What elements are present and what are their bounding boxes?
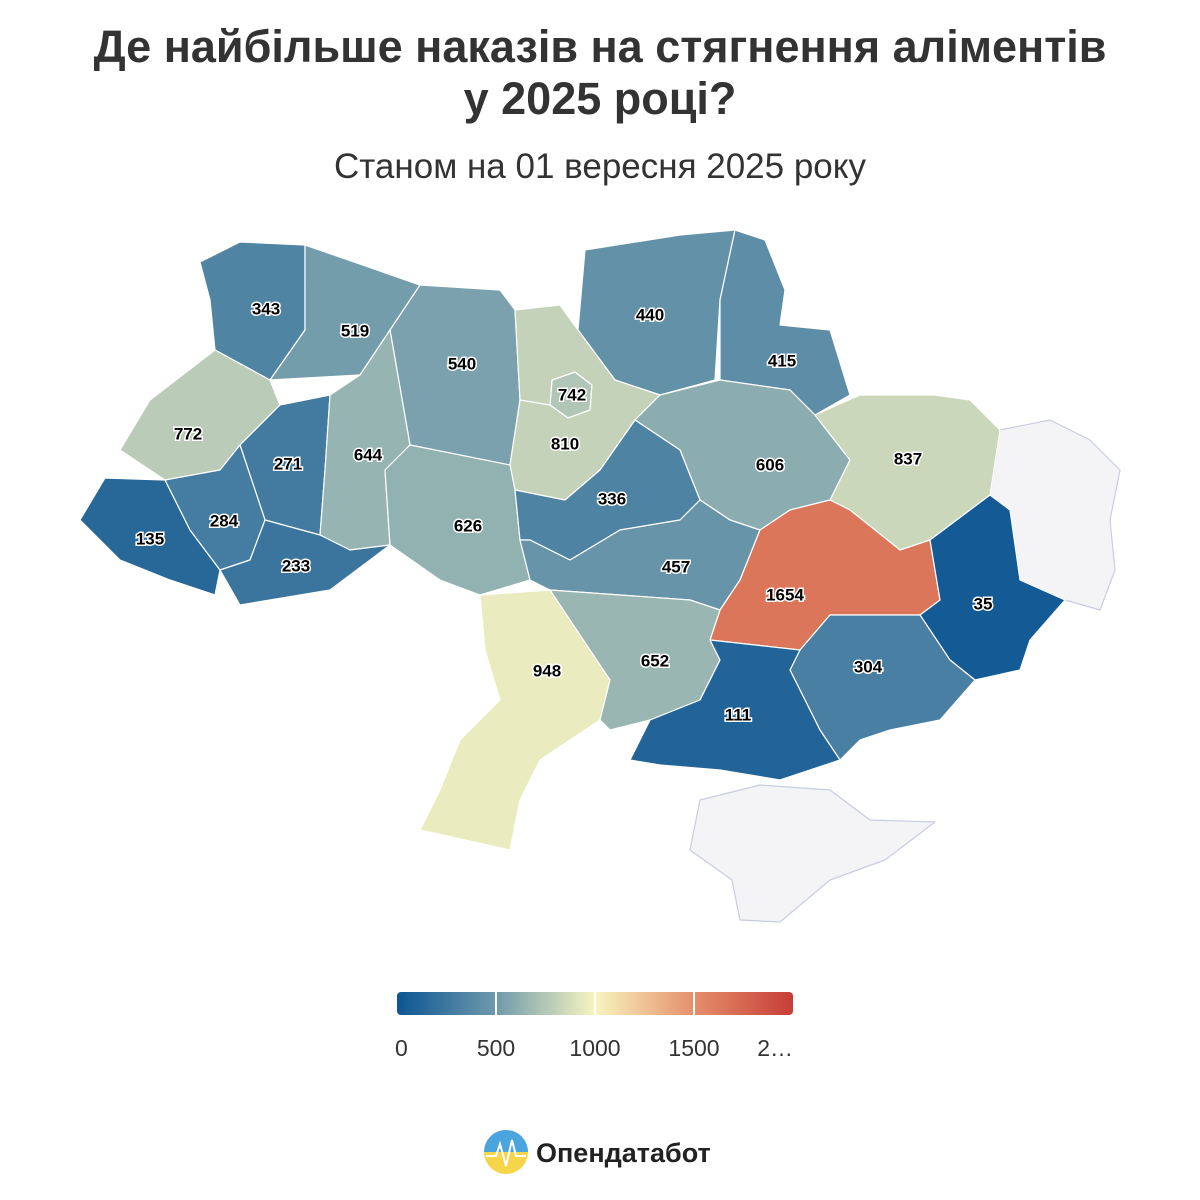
brand: Опендатабот — [536, 1138, 711, 1168]
region — [389, 284, 521, 466]
region — [629, 639, 841, 781]
value-label: 1654 — [766, 585, 804, 604]
region — [509, 304, 661, 501]
tick-label: 1000 — [569, 1035, 620, 1061]
tick-label: 0 — [395, 1035, 408, 1061]
value-label: 626 — [454, 516, 482, 535]
logo-top — [484, 1130, 528, 1152]
value-label: 135 — [136, 529, 164, 548]
map — [79, 229, 1121, 923]
value-label: 644 — [354, 445, 383, 464]
value-label: 284 — [210, 511, 239, 530]
value-label: 652 — [641, 651, 669, 670]
value-label: 606 — [756, 455, 784, 474]
value-label: 810 — [551, 434, 579, 453]
value-label: 343 — [252, 299, 280, 318]
title-line: у 2025 році? — [464, 73, 737, 124]
value-label: 415 — [768, 351, 796, 370]
value-label: 304 — [854, 657, 883, 676]
tick-label: 500 — [477, 1035, 515, 1061]
subtitle: Станом на 01 вересня 2025 року — [334, 147, 866, 186]
value-label: 742 — [558, 385, 586, 404]
tick-label: 1500 — [668, 1035, 719, 1061]
value-label: 540 — [448, 354, 476, 373]
tick-label: 2… — [757, 1035, 793, 1061]
value-label: 837 — [894, 449, 922, 468]
value-label: 440 — [636, 305, 664, 324]
no-data-region — [689, 784, 936, 923]
region — [919, 494, 1066, 681]
value-label: 772 — [174, 424, 202, 443]
logo-wave — [486, 1139, 526, 1167]
value-label: 336 — [598, 489, 626, 508]
value-label: 35 — [974, 594, 993, 613]
title: Де найбільше наказів на стягнення алімен… — [94, 21, 1107, 124]
region — [719, 229, 851, 416]
value-label: 457 — [662, 557, 690, 576]
value-label: 519 — [341, 321, 369, 340]
value-label: 948 — [533, 661, 561, 680]
title-line: Де найбільше наказів на стягнення алімен… — [94, 21, 1107, 72]
value-label: 271 — [274, 454, 302, 473]
value-label: 233 — [282, 556, 310, 575]
value-label: 111 — [725, 705, 752, 724]
